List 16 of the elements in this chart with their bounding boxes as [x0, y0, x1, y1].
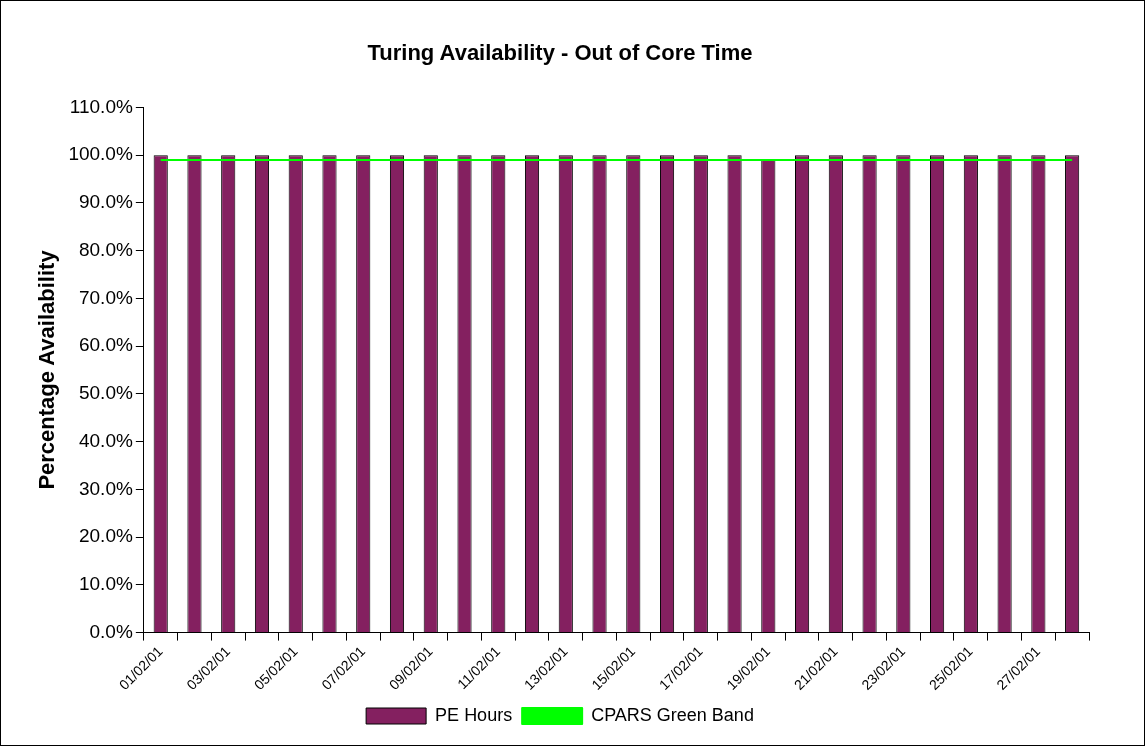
y-tick-label: 110.0% — [69, 95, 133, 117]
y-tick-label: 100.0% — [68, 143, 133, 165]
y-tick-label: 0.0% — [89, 620, 133, 642]
y-tick-label: 10.0% — [78, 573, 133, 595]
legend-label: CPARS Green Band — [591, 704, 754, 725]
y-tick-label: 40.0% — [78, 429, 133, 451]
y-tick-label: 90.0% — [78, 191, 133, 213]
y-axis-title: Percentage Availability — [34, 249, 60, 490]
legend-label: PE Hours — [435, 704, 513, 725]
y-tick-label: 60.0% — [78, 334, 133, 356]
y-tick-label: 80.0% — [78, 238, 133, 260]
chart-title: Turing Availability - Out of Core Time — [367, 40, 753, 66]
y-tick-label: 20.0% — [78, 525, 133, 547]
y-tick-label: 70.0% — [78, 286, 133, 308]
y-tick-label: 30.0% — [78, 477, 133, 499]
y-tick-label: 50.0% — [78, 382, 133, 404]
